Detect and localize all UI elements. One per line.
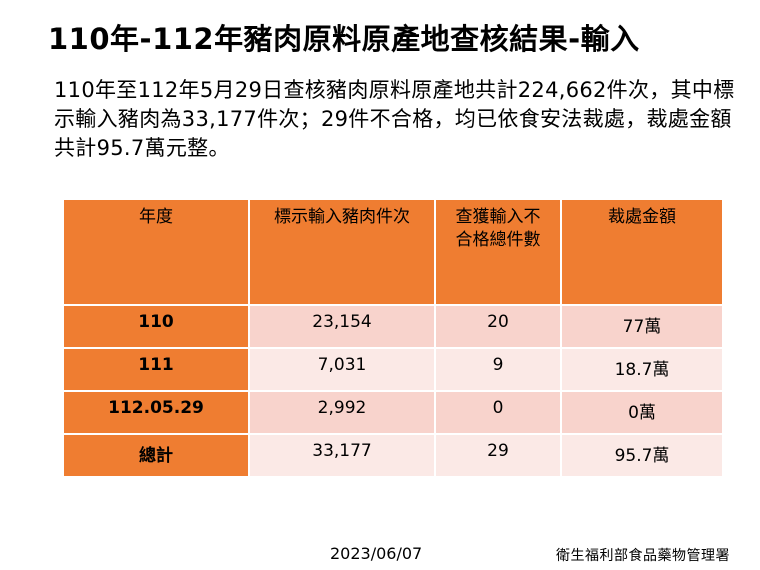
page-title: 110年-112年豬肉原料原產地查核結果-輸入 xyxy=(48,22,640,56)
row-year: 110 xyxy=(62,304,250,349)
table-row-total: 總計 33,177 29 95.7萬 xyxy=(62,433,724,478)
table-row: 111 7,031 9 18.7萬 xyxy=(62,347,724,392)
summary-paragraph: 110年至112年5月29日查核豬肉原料原產地共計224,662件次，其中標示輸… xyxy=(54,78,735,160)
row-year: 111 xyxy=(62,347,250,392)
row-import-count: 23,154 xyxy=(248,304,436,349)
row-import-count: 7,031 xyxy=(248,347,436,392)
results-table: 年度 標示輸入豬肉件次 查獲輸入不合格總件數 裁處金額 110 23,154 2… xyxy=(62,198,724,478)
row-noncompliant-count: 29 xyxy=(434,433,562,478)
table-header-row: 年度 標示輸入豬肉件次 查獲輸入不合格總件數 裁處金額 xyxy=(62,198,724,306)
row-penalty-amount: 95.7萬 xyxy=(560,433,724,478)
row-import-count: 33,177 xyxy=(248,433,436,478)
header-noncompliant-label: 查獲輸入不合格總件數 xyxy=(455,207,541,250)
row-year: 112.05.29 xyxy=(62,390,250,435)
footer-date: 2023/06/07 xyxy=(330,544,423,563)
footer-organization: 衛生福利部食品藥物管理署 xyxy=(556,548,730,564)
row-year: 總計 xyxy=(62,433,250,478)
row-noncompliant-count: 20 xyxy=(434,304,562,349)
header-year: 年度 xyxy=(62,198,250,306)
header-penalty-amount: 裁處金額 xyxy=(560,198,724,306)
row-penalty-amount: 77萬 xyxy=(560,304,724,349)
row-noncompliant-count: 9 xyxy=(434,347,562,392)
row-penalty-amount: 0萬 xyxy=(560,390,724,435)
header-noncompliant-count: 查獲輸入不合格總件數 xyxy=(434,198,562,306)
row-penalty-amount: 18.7萬 xyxy=(560,347,724,392)
header-import-count: 標示輸入豬肉件次 xyxy=(248,198,436,306)
row-noncompliant-count: 0 xyxy=(434,390,562,435)
table-row: 110 23,154 20 77萬 xyxy=(62,304,724,349)
table-row: 112.05.29 2,992 0 0萬 xyxy=(62,390,724,435)
row-import-count: 2,992 xyxy=(248,390,436,435)
